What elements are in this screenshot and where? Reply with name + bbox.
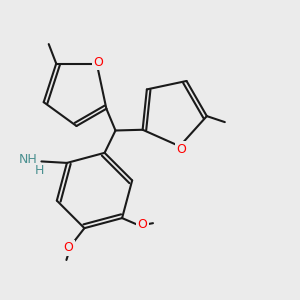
Text: NH: NH bbox=[19, 153, 38, 167]
Text: H: H bbox=[35, 164, 45, 177]
Text: O: O bbox=[93, 56, 103, 69]
Text: O: O bbox=[176, 143, 186, 156]
Text: O: O bbox=[137, 218, 147, 232]
Text: O: O bbox=[64, 242, 74, 254]
